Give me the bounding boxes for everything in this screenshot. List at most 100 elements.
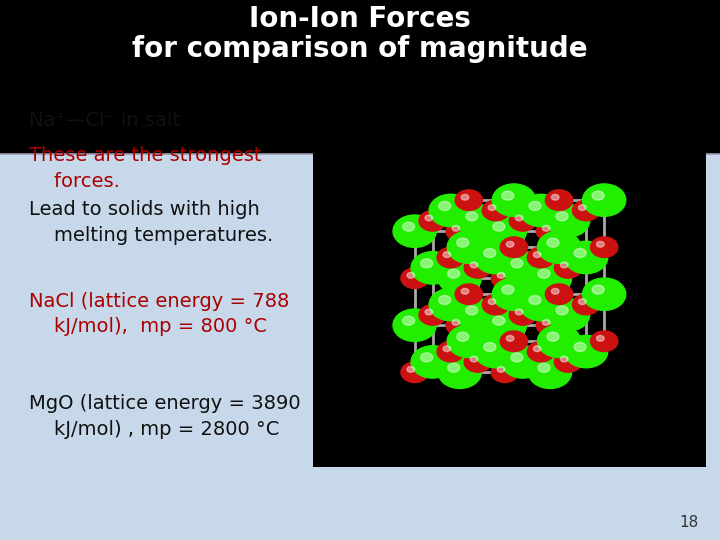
Circle shape bbox=[461, 288, 469, 294]
Circle shape bbox=[443, 346, 451, 352]
Bar bbox=[0, 0, 720, 154]
Circle shape bbox=[502, 191, 514, 200]
Circle shape bbox=[482, 294, 510, 315]
Circle shape bbox=[534, 252, 541, 258]
Circle shape bbox=[592, 285, 604, 294]
Text: NaCl (lattice energy = 788
    kJ/mol),  mp = 800 °C: NaCl (lattice energy = 788 kJ/mol), mp =… bbox=[29, 292, 289, 336]
Bar bbox=[313, 105, 706, 467]
Circle shape bbox=[401, 362, 428, 382]
Circle shape bbox=[506, 241, 514, 247]
Circle shape bbox=[402, 222, 415, 231]
Circle shape bbox=[506, 335, 514, 341]
Circle shape bbox=[411, 346, 454, 378]
Circle shape bbox=[527, 341, 554, 362]
Circle shape bbox=[492, 278, 536, 310]
Circle shape bbox=[461, 194, 469, 200]
Circle shape bbox=[498, 367, 505, 372]
Circle shape bbox=[488, 299, 496, 305]
Circle shape bbox=[582, 184, 626, 217]
Circle shape bbox=[456, 332, 469, 341]
Circle shape bbox=[491, 268, 518, 288]
Circle shape bbox=[452, 225, 460, 231]
Circle shape bbox=[419, 305, 446, 325]
Circle shape bbox=[546, 299, 590, 331]
Circle shape bbox=[536, 221, 564, 241]
Circle shape bbox=[560, 262, 568, 268]
Circle shape bbox=[552, 288, 559, 294]
Circle shape bbox=[527, 247, 554, 268]
Circle shape bbox=[438, 201, 451, 211]
Circle shape bbox=[452, 320, 460, 325]
Circle shape bbox=[547, 238, 559, 247]
Circle shape bbox=[519, 194, 562, 227]
Circle shape bbox=[502, 285, 514, 294]
Circle shape bbox=[578, 299, 586, 305]
Circle shape bbox=[546, 205, 590, 237]
Circle shape bbox=[534, 346, 541, 352]
Circle shape bbox=[516, 215, 523, 221]
Circle shape bbox=[500, 331, 528, 352]
Circle shape bbox=[564, 335, 608, 368]
Circle shape bbox=[500, 237, 528, 258]
Circle shape bbox=[552, 194, 559, 200]
Circle shape bbox=[596, 241, 604, 247]
Circle shape bbox=[425, 215, 433, 221]
Circle shape bbox=[488, 205, 496, 211]
Circle shape bbox=[420, 353, 433, 362]
Circle shape bbox=[464, 258, 492, 278]
Circle shape bbox=[592, 191, 604, 200]
Circle shape bbox=[447, 231, 490, 264]
Circle shape bbox=[437, 247, 464, 268]
Circle shape bbox=[407, 273, 415, 278]
Circle shape bbox=[596, 335, 604, 341]
Text: MgO (lattice energy = 3890
    kJ/mol) , mp = 2800 °C: MgO (lattice energy = 3890 kJ/mol) , mp … bbox=[29, 394, 300, 439]
Circle shape bbox=[501, 346, 544, 378]
Circle shape bbox=[542, 225, 550, 231]
Circle shape bbox=[456, 299, 500, 331]
Circle shape bbox=[529, 295, 541, 305]
Circle shape bbox=[437, 341, 464, 362]
Circle shape bbox=[425, 309, 433, 315]
Circle shape bbox=[554, 258, 582, 278]
Circle shape bbox=[536, 315, 564, 335]
Circle shape bbox=[528, 262, 572, 294]
Circle shape bbox=[483, 215, 526, 247]
Circle shape bbox=[393, 215, 436, 247]
Circle shape bbox=[538, 363, 550, 372]
Circle shape bbox=[484, 342, 496, 352]
Circle shape bbox=[545, 284, 572, 305]
Circle shape bbox=[492, 184, 536, 217]
Circle shape bbox=[509, 211, 536, 231]
Circle shape bbox=[578, 205, 586, 211]
Circle shape bbox=[529, 201, 541, 211]
Circle shape bbox=[474, 335, 518, 368]
Text: for comparison of magnitude: for comparison of magnitude bbox=[132, 35, 588, 63]
Circle shape bbox=[501, 252, 544, 284]
Circle shape bbox=[401, 268, 428, 288]
Circle shape bbox=[448, 363, 460, 372]
Circle shape bbox=[516, 309, 523, 315]
Circle shape bbox=[590, 331, 618, 352]
Circle shape bbox=[519, 288, 562, 321]
Circle shape bbox=[446, 315, 474, 335]
Circle shape bbox=[547, 332, 559, 341]
Circle shape bbox=[419, 211, 446, 231]
Circle shape bbox=[537, 325, 580, 357]
Circle shape bbox=[574, 342, 586, 352]
Circle shape bbox=[438, 262, 482, 294]
Text: Na⁺—Cl⁻ in salt: Na⁺—Cl⁻ in salt bbox=[29, 111, 180, 130]
Circle shape bbox=[448, 269, 460, 278]
Circle shape bbox=[402, 316, 415, 325]
Circle shape bbox=[572, 200, 600, 221]
Circle shape bbox=[455, 284, 482, 305]
Circle shape bbox=[511, 259, 523, 268]
Text: Lead to solids with high
    melting temperatures.: Lead to solids with high melting tempera… bbox=[29, 200, 273, 245]
Circle shape bbox=[411, 252, 454, 284]
Circle shape bbox=[545, 190, 572, 211]
Circle shape bbox=[470, 262, 478, 268]
Circle shape bbox=[483, 309, 526, 341]
Circle shape bbox=[484, 248, 496, 258]
Circle shape bbox=[429, 288, 472, 321]
Circle shape bbox=[556, 306, 568, 315]
Text: Ion-Ion Forces: Ion-Ion Forces bbox=[249, 5, 471, 33]
